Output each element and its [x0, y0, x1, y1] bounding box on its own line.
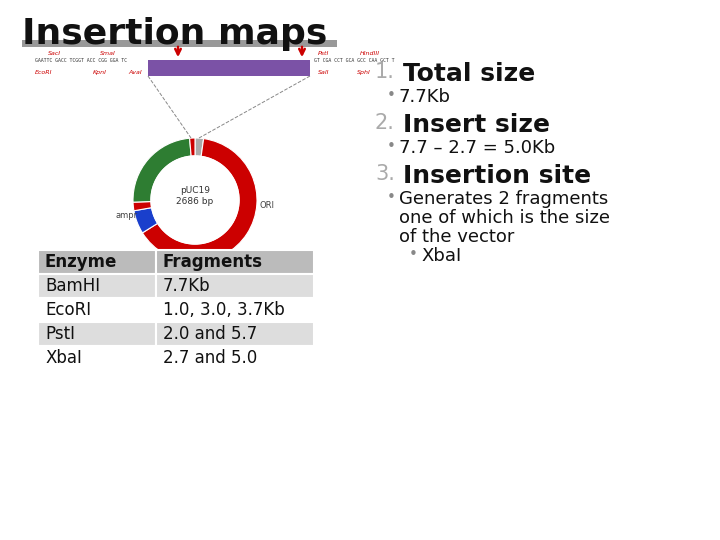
Text: ORI: ORI	[259, 201, 274, 210]
Text: HindIII: HindIII	[360, 51, 380, 56]
Text: •: •	[409, 247, 418, 262]
Bar	[156, 322, 314, 346]
Text: 1.0, 3.0, 3.7Kb: 1.0, 3.0, 3.7Kb	[163, 301, 284, 319]
Text: 3.: 3.	[375, 164, 395, 184]
Text: SacI: SacI	[48, 51, 61, 56]
Bar	[38, 274, 156, 298]
Wedge shape	[195, 138, 204, 157]
Text: Generates 2 fragments: Generates 2 fragments	[399, 190, 608, 208]
Text: EcoRI: EcoRI	[45, 301, 91, 319]
Text: PstI: PstI	[45, 325, 75, 343]
Bar	[156, 298, 314, 322]
Text: of the vector: of the vector	[399, 228, 514, 246]
Text: Total size: Total size	[403, 62, 535, 86]
Bar	[38, 346, 156, 370]
Text: Fragments: Fragments	[163, 253, 263, 271]
Text: 2.7 and 5.0: 2.7 and 5.0	[163, 349, 257, 367]
Text: SmaI: SmaI	[100, 51, 116, 56]
Text: XbaI: XbaI	[45, 349, 82, 367]
Text: 2.0 and 5.7: 2.0 and 5.7	[163, 325, 257, 343]
Text: BamHI: BamHI	[45, 277, 100, 295]
Text: pUC19
2686 bp: pUC19 2686 bp	[176, 186, 214, 206]
Text: SphI: SphI	[357, 70, 371, 75]
Text: GAATTC GACC TCGGT ACC CGG GGA TC: GAATTC GACC TCGGT ACC CGG GGA TC	[35, 58, 127, 63]
Bar	[148, 60, 310, 76]
Text: GT CGA CCT GCA GCC CAA GCT T: GT CGA CCT GCA GCC CAA GCT T	[314, 58, 395, 63]
Wedge shape	[143, 139, 257, 262]
Text: Insertion maps: Insertion maps	[22, 17, 328, 51]
Wedge shape	[133, 138, 192, 202]
Text: Insert size: Insert size	[403, 113, 550, 137]
Text: •: •	[387, 88, 396, 103]
Text: 7.7 – 2.7 = 5.0Kb: 7.7 – 2.7 = 5.0Kb	[399, 139, 555, 157]
Text: 7.7Kb: 7.7Kb	[399, 88, 451, 106]
Wedge shape	[134, 208, 158, 233]
Text: XbaI: XbaI	[421, 247, 462, 265]
Text: 1.: 1.	[375, 62, 395, 82]
Bar	[38, 250, 156, 274]
Bar	[156, 346, 314, 370]
Bar	[38, 298, 156, 322]
Circle shape	[151, 156, 239, 244]
Text: SalI: SalI	[318, 70, 330, 75]
Text: ampr: ampr	[116, 211, 138, 220]
Text: •: •	[387, 190, 396, 205]
Text: Insertion site: Insertion site	[403, 164, 591, 188]
Text: •: •	[387, 139, 396, 154]
Text: AvaI: AvaI	[128, 70, 142, 75]
Bar	[38, 322, 156, 346]
Bar	[156, 274, 314, 298]
Text: EcoRI: EcoRI	[35, 70, 53, 75]
Bar	[156, 250, 314, 274]
Text: KpnI: KpnI	[93, 70, 107, 75]
Text: PstI: PstI	[318, 51, 329, 56]
Text: Enzyme: Enzyme	[45, 253, 117, 271]
Text: 7.7Kb: 7.7Kb	[163, 277, 211, 295]
Wedge shape	[133, 201, 152, 211]
Text: 2.: 2.	[375, 113, 395, 133]
Wedge shape	[189, 138, 195, 156]
Bar	[22, 40, 337, 47]
Text: one of which is the size: one of which is the size	[399, 209, 610, 227]
